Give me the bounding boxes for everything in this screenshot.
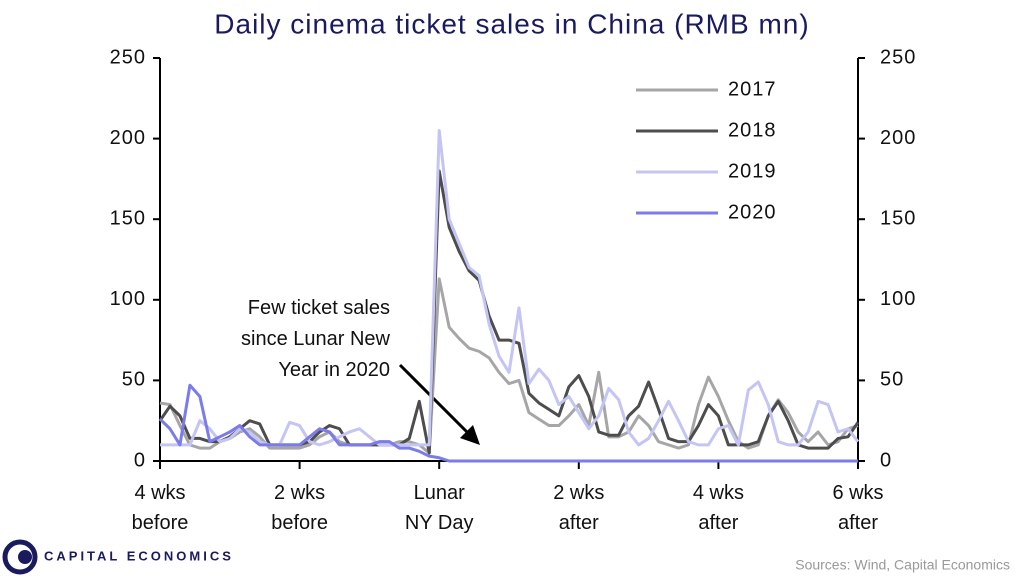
y2-tick-label: 200 bbox=[880, 127, 916, 149]
chart-title: Daily cinema ticket sales in China (RMB … bbox=[214, 8, 809, 39]
logo bbox=[18, 550, 32, 564]
y-tick-label: 100 bbox=[110, 288, 146, 310]
x-tick-label: 2 wks after bbox=[553, 482, 605, 534]
series-line bbox=[158, 383, 858, 463]
x-tick-label: 6 wks after bbox=[832, 482, 884, 534]
y-tick-label: 150 bbox=[110, 207, 146, 229]
annotation: Few ticket sales since Lunar New Year in… bbox=[241, 297, 390, 381]
logo bbox=[2, 539, 38, 575]
y2-tick-label: 0 bbox=[880, 449, 892, 471]
x-tick-label: 2 wks before bbox=[271, 482, 328, 534]
annotation-arrow bbox=[398, 363, 474, 439]
legend-label: 2017 bbox=[728, 78, 777, 100]
y2-tick-label: 250 bbox=[880, 46, 916, 68]
y-tick-label: 0 bbox=[134, 449, 146, 471]
x-tick-label: 4 wks after bbox=[692, 482, 744, 534]
y-tick-label: 200 bbox=[110, 127, 146, 149]
y2-tick-label: 150 bbox=[880, 207, 916, 229]
x-tick-label: Lunar NY Day bbox=[404, 482, 474, 534]
arrow-head bbox=[460, 425, 480, 445]
y2-tick-label: 100 bbox=[880, 288, 916, 310]
brand: CAPITAL ECONOMICS bbox=[44, 548, 234, 563]
y-tick-label: 250 bbox=[110, 46, 146, 68]
y-tick-label: 50 bbox=[122, 369, 146, 391]
source: Sources: Wind, Capital Economics bbox=[795, 557, 1010, 573]
x-tick-label: 4 wks before bbox=[131, 482, 189, 534]
legend-label: 2018 bbox=[728, 119, 777, 141]
legend-label: 2020 bbox=[728, 201, 777, 223]
y2-tick-label: 50 bbox=[880, 369, 904, 391]
legend-label: 2019 bbox=[728, 160, 777, 182]
